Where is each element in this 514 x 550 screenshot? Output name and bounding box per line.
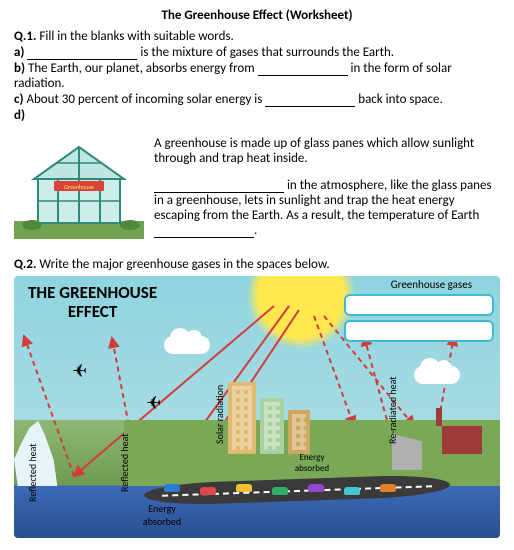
- airplane-icon: ✈: [72, 360, 87, 382]
- cloud-icon: [164, 336, 210, 354]
- question-1: Q.1. Fill in the blanks with suitable wo…: [14, 29, 500, 123]
- q1b-blank[interactable]: [258, 63, 348, 76]
- car-icon: [272, 487, 288, 495]
- car-icon: [380, 484, 396, 492]
- label-solar-radiation: Solar radiation: [213, 385, 226, 444]
- building-icon: [288, 410, 310, 454]
- q2-prompt: Write the major greenhouse gases in the …: [39, 257, 329, 272]
- para-2-end: .: [254, 223, 257, 238]
- label-reflected-heat-1: Reflected heat: [26, 443, 39, 502]
- q1c-before: About 30 percent of incoming solar energ…: [26, 92, 262, 107]
- gas-answer-box-1[interactable]: [344, 294, 494, 316]
- car-icon: [164, 484, 180, 492]
- building-icon: [260, 398, 284, 454]
- q1-prompt: Fill in the blanks with suitable words.: [39, 29, 233, 44]
- q1-heading: Q.1.: [14, 29, 36, 44]
- airplane-icon: ✈: [146, 392, 161, 414]
- greenhouse-gases-label: Greenhouse gases: [391, 278, 472, 291]
- car-icon: [236, 484, 252, 492]
- label-re-radiated-heat: Re-radiated heat: [386, 376, 399, 444]
- greenhouse-effect-diagram: ✈ ✈ THE GREENHOUSE EFFECT Greenhouse gas…: [14, 276, 500, 538]
- para-blank-1[interactable]: [154, 180, 284, 193]
- q1a-blank[interactable]: [27, 47, 137, 60]
- q1b-label: b): [14, 61, 25, 76]
- q2-heading: Q.2.: [14, 257, 36, 272]
- para-1: A greenhouse is made up of glass panes w…: [154, 136, 500, 166]
- q1c-label: c): [14, 92, 24, 107]
- q1a-after: is the mixture of gases that surrounds t…: [140, 45, 394, 60]
- q1b-before: The Earth, our planet, absorbs energy fr…: [28, 61, 255, 76]
- greenhouse-paragraphs: A greenhouse is made up of glass panes w…: [154, 129, 500, 243]
- greenhouse-sign-text: Greenhouse: [64, 183, 94, 191]
- car-icon: [200, 487, 216, 495]
- car-icon: [308, 484, 324, 492]
- car-icon: [344, 487, 360, 495]
- q1a-label: a): [14, 45, 24, 60]
- label-energy-absorbed-1: Energy absorbed: [132, 502, 192, 528]
- worksheet-title: The Greenhouse Effect (Worksheet): [14, 8, 500, 23]
- q1c-after: back into space.: [358, 92, 443, 107]
- factory-icon: [442, 426, 482, 454]
- diagram-title: THE GREENHOUSE EFFECT: [28, 284, 157, 321]
- greenhouse-row: Greenhouse A greenhouse is made up of gl…: [14, 129, 500, 243]
- cloud-icon: [414, 366, 460, 384]
- building-icon: [228, 382, 256, 454]
- label-energy-absorbed-2: Energy absorbed: [284, 452, 340, 474]
- label-reflected-heat-2: Reflected heat: [118, 433, 131, 492]
- q1d-label: d): [14, 108, 25, 123]
- greenhouse-illustration: Greenhouse: [14, 129, 144, 243]
- gas-answer-box-2[interactable]: [344, 320, 494, 342]
- question-2: Q.2. Write the major greenhouse gases in…: [14, 257, 500, 272]
- para-blank-2[interactable]: [154, 225, 254, 238]
- q1c-blank[interactable]: [265, 94, 355, 107]
